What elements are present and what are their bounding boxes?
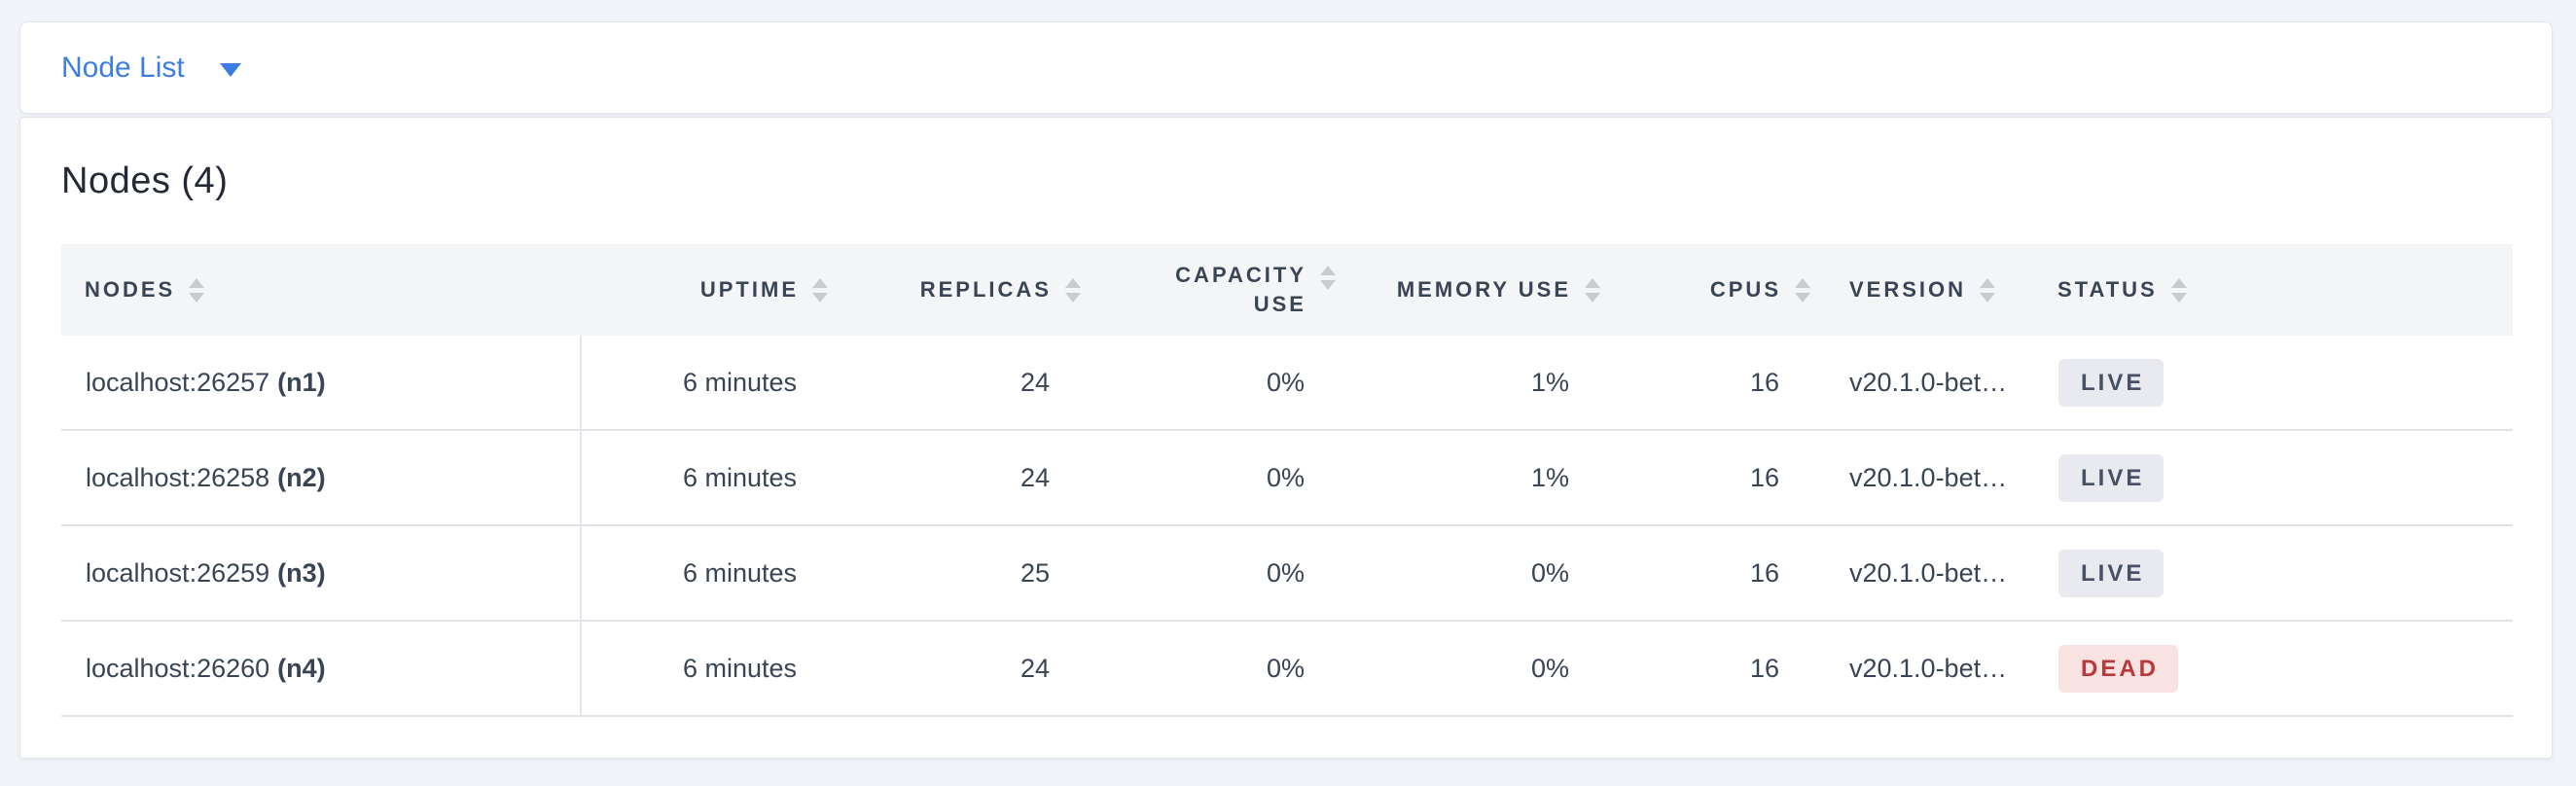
cpus-cell: 16	[1749, 653, 1779, 683]
table-row[interactable]: localhost:26259 (n3) 6 minutes 25 0% 0% 1…	[61, 525, 2513, 621]
table-header-row: NODES UPTIME REPLICAS	[61, 244, 2513, 336]
column-label: CAPACITY USE	[1175, 263, 1306, 316]
table-row[interactable]: localhost:26260 (n4) 6 minutes 24 0% 0% 1…	[61, 621, 2513, 716]
capacity-use-cell: 0%	[1266, 462, 1305, 492]
status-cell: DEAD	[2034, 621, 2513, 716]
status-badge: LIVE	[2058, 358, 2165, 407]
column-header-uptime[interactable]: UPTIME	[581, 244, 828, 336]
replicas-cell: 24	[1020, 653, 1050, 683]
memory-use-cell: 0%	[1530, 653, 1569, 683]
table-row[interactable]: localhost:26257 (n1) 6 minutes 24 0% 1% 1…	[61, 336, 2513, 430]
cpus-cell: 16	[1749, 462, 1779, 492]
version-cell: v20.1.0-bet…	[1849, 557, 2008, 588]
replicas-cell: 24	[1020, 367, 1050, 397]
sort-icon	[2170, 277, 2187, 303]
sort-icon	[1320, 266, 1336, 290]
sort-icon	[1980, 277, 1996, 303]
column-header-capacity-use[interactable]: CAPACITY USE	[1081, 244, 1336, 336]
status-badge: DEAD	[2058, 644, 2179, 693]
memory-use-cell: 1%	[1530, 367, 1569, 397]
uptime-cell: 6 minutes	[682, 367, 797, 397]
column-header-replicas[interactable]: REPLICAS	[828, 244, 1081, 336]
memory-use-cell: 0%	[1530, 557, 1569, 588]
column-label: MEMORY USE	[1396, 277, 1571, 302]
column-label: REPLICAS	[919, 277, 1052, 302]
capacity-use-cell: 0%	[1266, 557, 1305, 588]
node-id: (n4)	[277, 653, 326, 683]
replicas-cell: 25	[1020, 557, 1050, 588]
view-dropdown[interactable]: Node List	[61, 52, 241, 85]
version-cell: v20.1.0-bet…	[1849, 367, 2008, 397]
panel-title: Nodes (4)	[61, 161, 229, 201]
uptime-cell: 6 minutes	[682, 557, 797, 588]
nodes-panel: Nodes (4) NODES	[19, 117, 2553, 759]
node-table-body: localhost:26257 (n1) 6 minutes 24 0% 1% 1…	[61, 336, 2513, 716]
column-label: STATUS	[2057, 277, 2158, 302]
column-label: VERSION	[1849, 277, 1967, 302]
status-cell: LIVE	[2034, 525, 2513, 621]
sort-icon	[1795, 277, 1810, 303]
column-header-version[interactable]: VERSION	[1810, 244, 2034, 336]
replicas-cell: 24	[1020, 462, 1050, 492]
column-header-nodes[interactable]: NODES	[61, 244, 581, 336]
node-address-cell: localhost:26259 (n3)	[61, 525, 582, 621]
sort-icon	[812, 277, 828, 303]
column-label: CPUS	[1709, 277, 1781, 302]
node-address: localhost:26259	[86, 557, 270, 588]
sort-icon	[189, 277, 205, 303]
node-id: (n1)	[277, 367, 326, 397]
node-table: NODES UPTIME REPLICAS	[61, 244, 2513, 717]
node-address: localhost:26257	[86, 367, 270, 397]
status-badge: LIVE	[2058, 453, 2165, 502]
column-header-memory-use[interactable]: MEMORY USE	[1336, 244, 1600, 336]
node-address-cell: localhost:26257 (n1)	[61, 336, 582, 430]
memory-use-cell: 1%	[1530, 462, 1569, 492]
version-cell: v20.1.0-bet…	[1849, 462, 2008, 492]
capacity-use-cell: 0%	[1266, 367, 1305, 397]
node-address: localhost:26260	[86, 653, 270, 683]
status-cell: LIVE	[2034, 336, 2513, 430]
node-address: localhost:26258	[86, 462, 270, 492]
sort-icon	[1065, 277, 1081, 303]
chevron-down-icon	[219, 62, 241, 77]
version-cell: v20.1.0-bet…	[1849, 653, 2008, 683]
column-label: UPTIME	[699, 277, 799, 302]
column-header-status[interactable]: STATUS	[2034, 244, 2513, 336]
node-address-cell: localhost:26258 (n2)	[61, 430, 582, 525]
view-dropdown-label: Node List	[61, 51, 185, 84]
cpus-cell: 16	[1749, 557, 1779, 588]
node-address-cell: localhost:26260 (n4)	[61, 621, 582, 716]
view-selector-bar: Node List	[19, 21, 2553, 114]
status-cell: LIVE	[2034, 430, 2513, 525]
capacity-use-cell: 0%	[1266, 653, 1305, 683]
column-header-cpus[interactable]: CPUS	[1600, 244, 1810, 336]
cpus-cell: 16	[1749, 367, 1779, 397]
status-badge: LIVE	[2058, 549, 2165, 597]
node-id: (n3)	[277, 557, 326, 588]
table-row[interactable]: localhost:26258 (n2) 6 minutes 24 0% 1% 1…	[61, 430, 2513, 525]
uptime-cell: 6 minutes	[682, 653, 797, 683]
uptime-cell: 6 minutes	[682, 462, 797, 492]
column-label: NODES	[85, 277, 176, 302]
sort-icon	[1585, 277, 1600, 303]
node-id: (n2)	[277, 462, 326, 492]
